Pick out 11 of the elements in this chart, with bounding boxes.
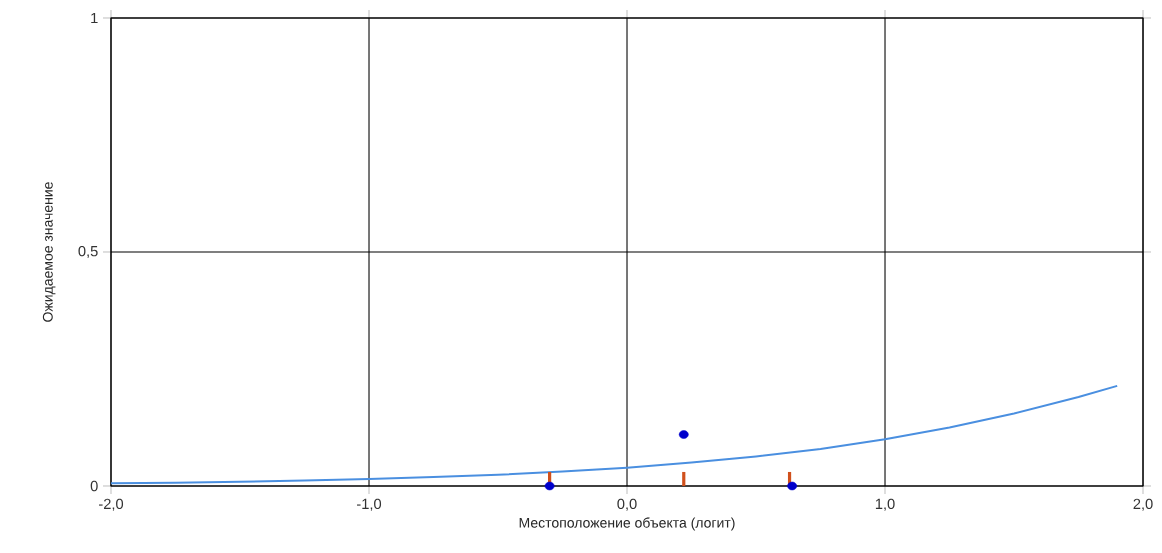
x-tick-label: 1,0: [875, 498, 895, 511]
x-tick-label: 0,0: [617, 498, 637, 511]
line-series: [110, 384, 1119, 485]
x-tick-label: 2,0: [1133, 498, 1153, 511]
x-axis-title: Местоположение объекта (логит): [519, 517, 735, 531]
x-tick-label: -2,0: [99, 498, 124, 511]
y-tick-label: 1: [91, 12, 98, 24]
y-tick-label: 0,5: [78, 245, 98, 259]
y-axis-title: Ожидаемое значение: [42, 182, 56, 322]
x-tick-label: -1,0: [357, 498, 382, 511]
y-tick-label: 0: [90, 480, 98, 492]
